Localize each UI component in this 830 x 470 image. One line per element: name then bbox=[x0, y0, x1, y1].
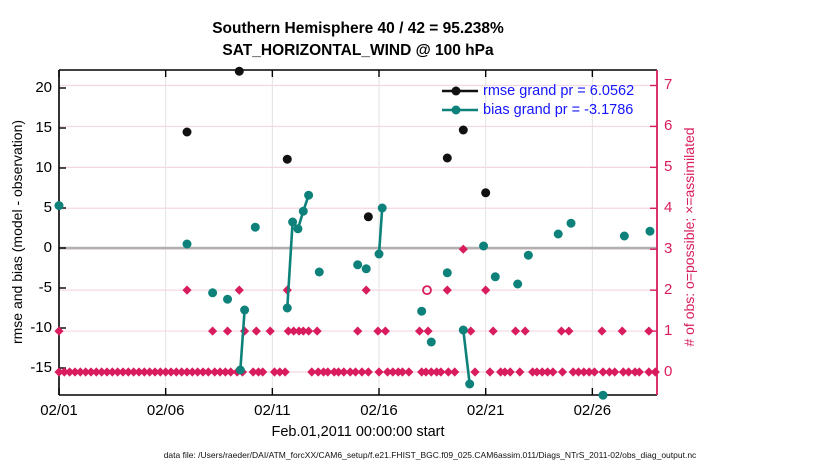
right-y-tick-label: 6 bbox=[664, 117, 673, 135]
left-y-tick-label: -10 bbox=[30, 319, 52, 336]
x-tick-label: 02/06 bbox=[146, 402, 185, 419]
legend-marker-icon bbox=[442, 105, 478, 114]
left-y-tick-label: -5 bbox=[38, 279, 52, 296]
left-y-tick-label: -15 bbox=[30, 359, 52, 376]
left-y-tick-label: 0 bbox=[43, 239, 52, 256]
x-tick-label: 02/01 bbox=[40, 402, 78, 419]
right-y-tick-label: 0 bbox=[664, 363, 673, 380]
legend-entry: bias grand pr = -3.1786 bbox=[441, 100, 634, 119]
x-tick-label: 02/16 bbox=[360, 402, 398, 419]
legend: rmse grand pr = 6.0562 bias grand pr = -3… bbox=[441, 81, 634, 119]
right-y-tick-label: 3 bbox=[664, 240, 673, 258]
left-y-tick-label: 10 bbox=[35, 159, 52, 176]
plot-canvas bbox=[54, 66, 660, 400]
left-y-axis-label: rmse and bias (model - observation) bbox=[9, 119, 25, 345]
legend-marker-icon bbox=[442, 86, 478, 95]
left-y-tick-label: 15 bbox=[35, 119, 52, 136]
x-tick-label: 02/11 bbox=[254, 402, 291, 419]
right-y-tick-label: 1 bbox=[664, 322, 673, 340]
plot-area bbox=[54, 66, 660, 400]
left-y-tick-label: 20 bbox=[35, 79, 52, 96]
chart-title: Southern Hemisphere 40 / 42 = 95.238% bbox=[212, 20, 504, 37]
data-file-caption: data file: /Users/raeder/DAI/ATM_forcXX/… bbox=[163, 450, 697, 460]
x-tick-label: 02/21 bbox=[466, 402, 505, 419]
right-y-tick-label: 5 bbox=[664, 158, 673, 176]
chart-subtitle: SAT_HORIZONTAL_WIND @ 100 hPa bbox=[222, 42, 494, 59]
x-axis-label: Feb.01,2011 00:00:00 start bbox=[271, 424, 445, 440]
x-tick-label: 02/26 bbox=[573, 402, 612, 419]
left-y-tick-label: 5 bbox=[43, 199, 52, 216]
right-y-tick-label: 7 bbox=[664, 76, 673, 94]
legend-entry: rmse grand pr = 6.0562 bbox=[441, 81, 634, 100]
right-y-axis-label: # of obs: o=possible; ×=assimilated bbox=[681, 127, 697, 347]
legend-entry-label: rmse grand pr = 6.0562 bbox=[483, 82, 635, 99]
legend-entry-label: bias grand pr = -3.1786 bbox=[483, 101, 634, 118]
right-y-tick-label: 2 bbox=[664, 281, 673, 299]
right-y-tick-label: 4 bbox=[664, 199, 673, 217]
